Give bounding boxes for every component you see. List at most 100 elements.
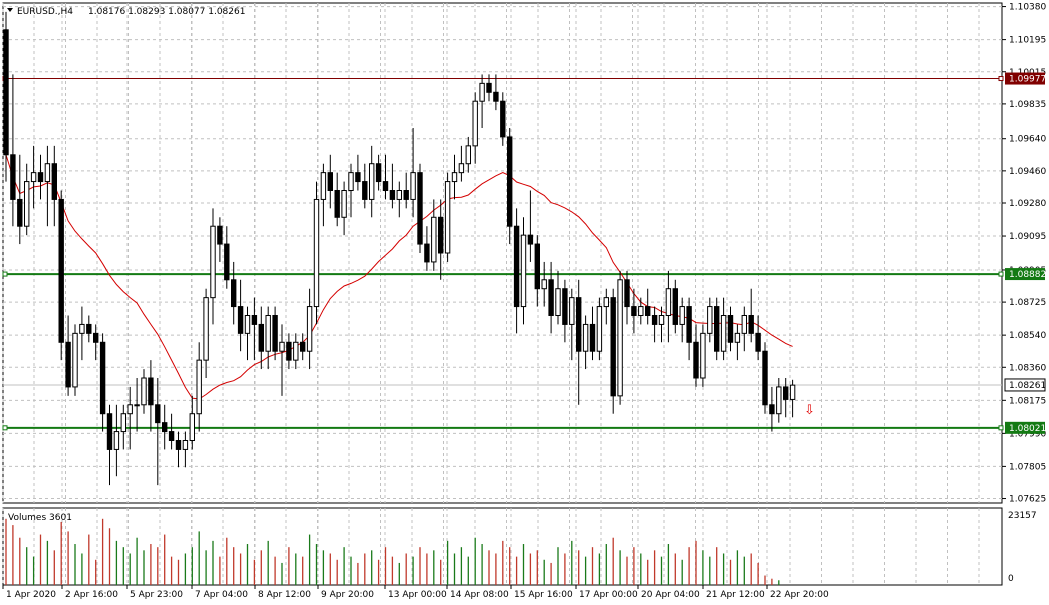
y-tick-label: 1.09835 (1009, 100, 1046, 110)
candle-bull (265, 315, 271, 352)
x-tick-label: 15 Apr 16:00 (514, 590, 573, 600)
candle-bear (417, 172, 423, 245)
x-tick-label: 22 Apr 20:00 (770, 590, 829, 600)
y-tick-label: 1.08725 (1009, 298, 1046, 308)
candle-bear (237, 306, 244, 334)
candle-bear (562, 288, 568, 325)
candle-bear (507, 136, 513, 227)
price-tag-bg (1005, 268, 1045, 281)
y-tick-label: 1.09095 (1009, 232, 1046, 242)
candle-bear (513, 225, 520, 308)
candle-bear (162, 422, 168, 433)
candle-bear (631, 306, 637, 317)
candle-bull (410, 172, 416, 200)
candle-bull (451, 172, 458, 183)
candle-bull (189, 413, 196, 442)
candle-bull (44, 163, 51, 183)
candle-bear (99, 341, 106, 415)
candle-bull (120, 413, 126, 433)
candle-bull (341, 190, 347, 218)
price-tag-label: 1.08021 (1009, 424, 1046, 434)
candle-bear (375, 163, 382, 183)
candle-bear (65, 341, 71, 388)
candle-bull (638, 306, 644, 317)
volume-bars (5, 518, 780, 585)
x-tick-label: 7 Apr 04:00 (195, 590, 248, 600)
candle-bull (293, 341, 299, 361)
candle-bear (748, 315, 754, 334)
candle-bull (30, 172, 37, 183)
candle-bear (355, 172, 361, 183)
level-handle (2, 425, 8, 431)
price-tag-bg (1005, 72, 1045, 85)
candle-bear (389, 190, 396, 200)
candle-bear (755, 332, 761, 352)
y-tick-label: 1.07625 (1009, 495, 1046, 505)
candle-bear (403, 190, 409, 200)
candle-bear (500, 100, 506, 138)
candle-bear (251, 315, 258, 325)
y-tick-label: 1.08540 (1009, 331, 1046, 341)
x-tick-label: 9 Apr 20:00 (321, 590, 374, 600)
y-tick-label: 1.09280 (1009, 199, 1046, 209)
ohlc-readout: 1.08176 1.08293 1.08077 1.08261 (88, 7, 245, 17)
candle-bull (313, 198, 320, 308)
candle-bull (113, 431, 120, 450)
candle-bull (776, 386, 782, 415)
candle-bull (555, 288, 561, 317)
current-price-tag-bg (1004, 378, 1046, 392)
x-tick-label: 17 Apr 00:00 (579, 590, 638, 600)
candle-bear (93, 332, 99, 343)
candle-bear (17, 198, 23, 227)
candle-bull (458, 163, 465, 174)
down-arrow-icon: ⇩ (804, 403, 815, 418)
x-tick-label: 5 Apr 23:00 (130, 590, 183, 600)
candle-bull (596, 306, 603, 352)
candle-bear (334, 190, 340, 218)
candle-bear (106, 413, 113, 450)
candle-bear (493, 91, 499, 102)
candle-bear (783, 386, 789, 400)
volume-zero-label: 0 (1008, 574, 1014, 584)
candle-bull (134, 404, 140, 407)
candle-bear (651, 315, 658, 325)
candle-bear (3, 29, 9, 156)
volume-max-label: 23157 (1008, 511, 1037, 521)
candle-bear (610, 297, 616, 397)
level-handle (998, 76, 1004, 82)
x-tick-label: 2 Apr 16:00 (65, 590, 118, 600)
y-tick-label: 1.09640 (1009, 135, 1046, 145)
x-tick-label: 1 Apr 2020 (6, 590, 56, 600)
candle-bear (589, 323, 596, 352)
candle-bull (520, 234, 527, 308)
y-tick-label: 1.08175 (1009, 396, 1046, 406)
candle-bull (679, 306, 685, 325)
candle-bear (86, 323, 92, 334)
y-tick-label: 1.10380 (1009, 3, 1046, 13)
collapse-triangle-icon[interactable] (7, 8, 13, 12)
candlestick-series (3, 11, 796, 486)
y-tick-label: 1.10195 (1009, 36, 1046, 46)
candle-bull (348, 172, 354, 191)
candle-bull (24, 181, 30, 227)
time-axis[interactable]: 1 Apr 2020 2 Apr 16:00 5 Apr 23:00 7 Apr 04… (2, 585, 829, 600)
candle-bull (203, 297, 209, 361)
symbol-label: EURUSD.,H4 (17, 7, 73, 17)
candle-bull (141, 377, 147, 406)
candle-bull (741, 315, 747, 334)
candle-bull (210, 225, 216, 299)
candle-bull (617, 279, 623, 397)
candle-bear (148, 377, 154, 406)
candle-bull (603, 297, 609, 308)
candle-bear (534, 243, 540, 290)
candle-bull (72, 332, 78, 388)
candle-bear (424, 243, 430, 263)
candle-bull (369, 163, 375, 200)
horizontal-levels[interactable] (2, 76, 1004, 431)
volume-grid (2, 508, 980, 585)
candle-bull (720, 315, 727, 352)
candle-bear (686, 306, 692, 343)
candle-bull (127, 404, 133, 415)
candle-bull (465, 145, 472, 165)
